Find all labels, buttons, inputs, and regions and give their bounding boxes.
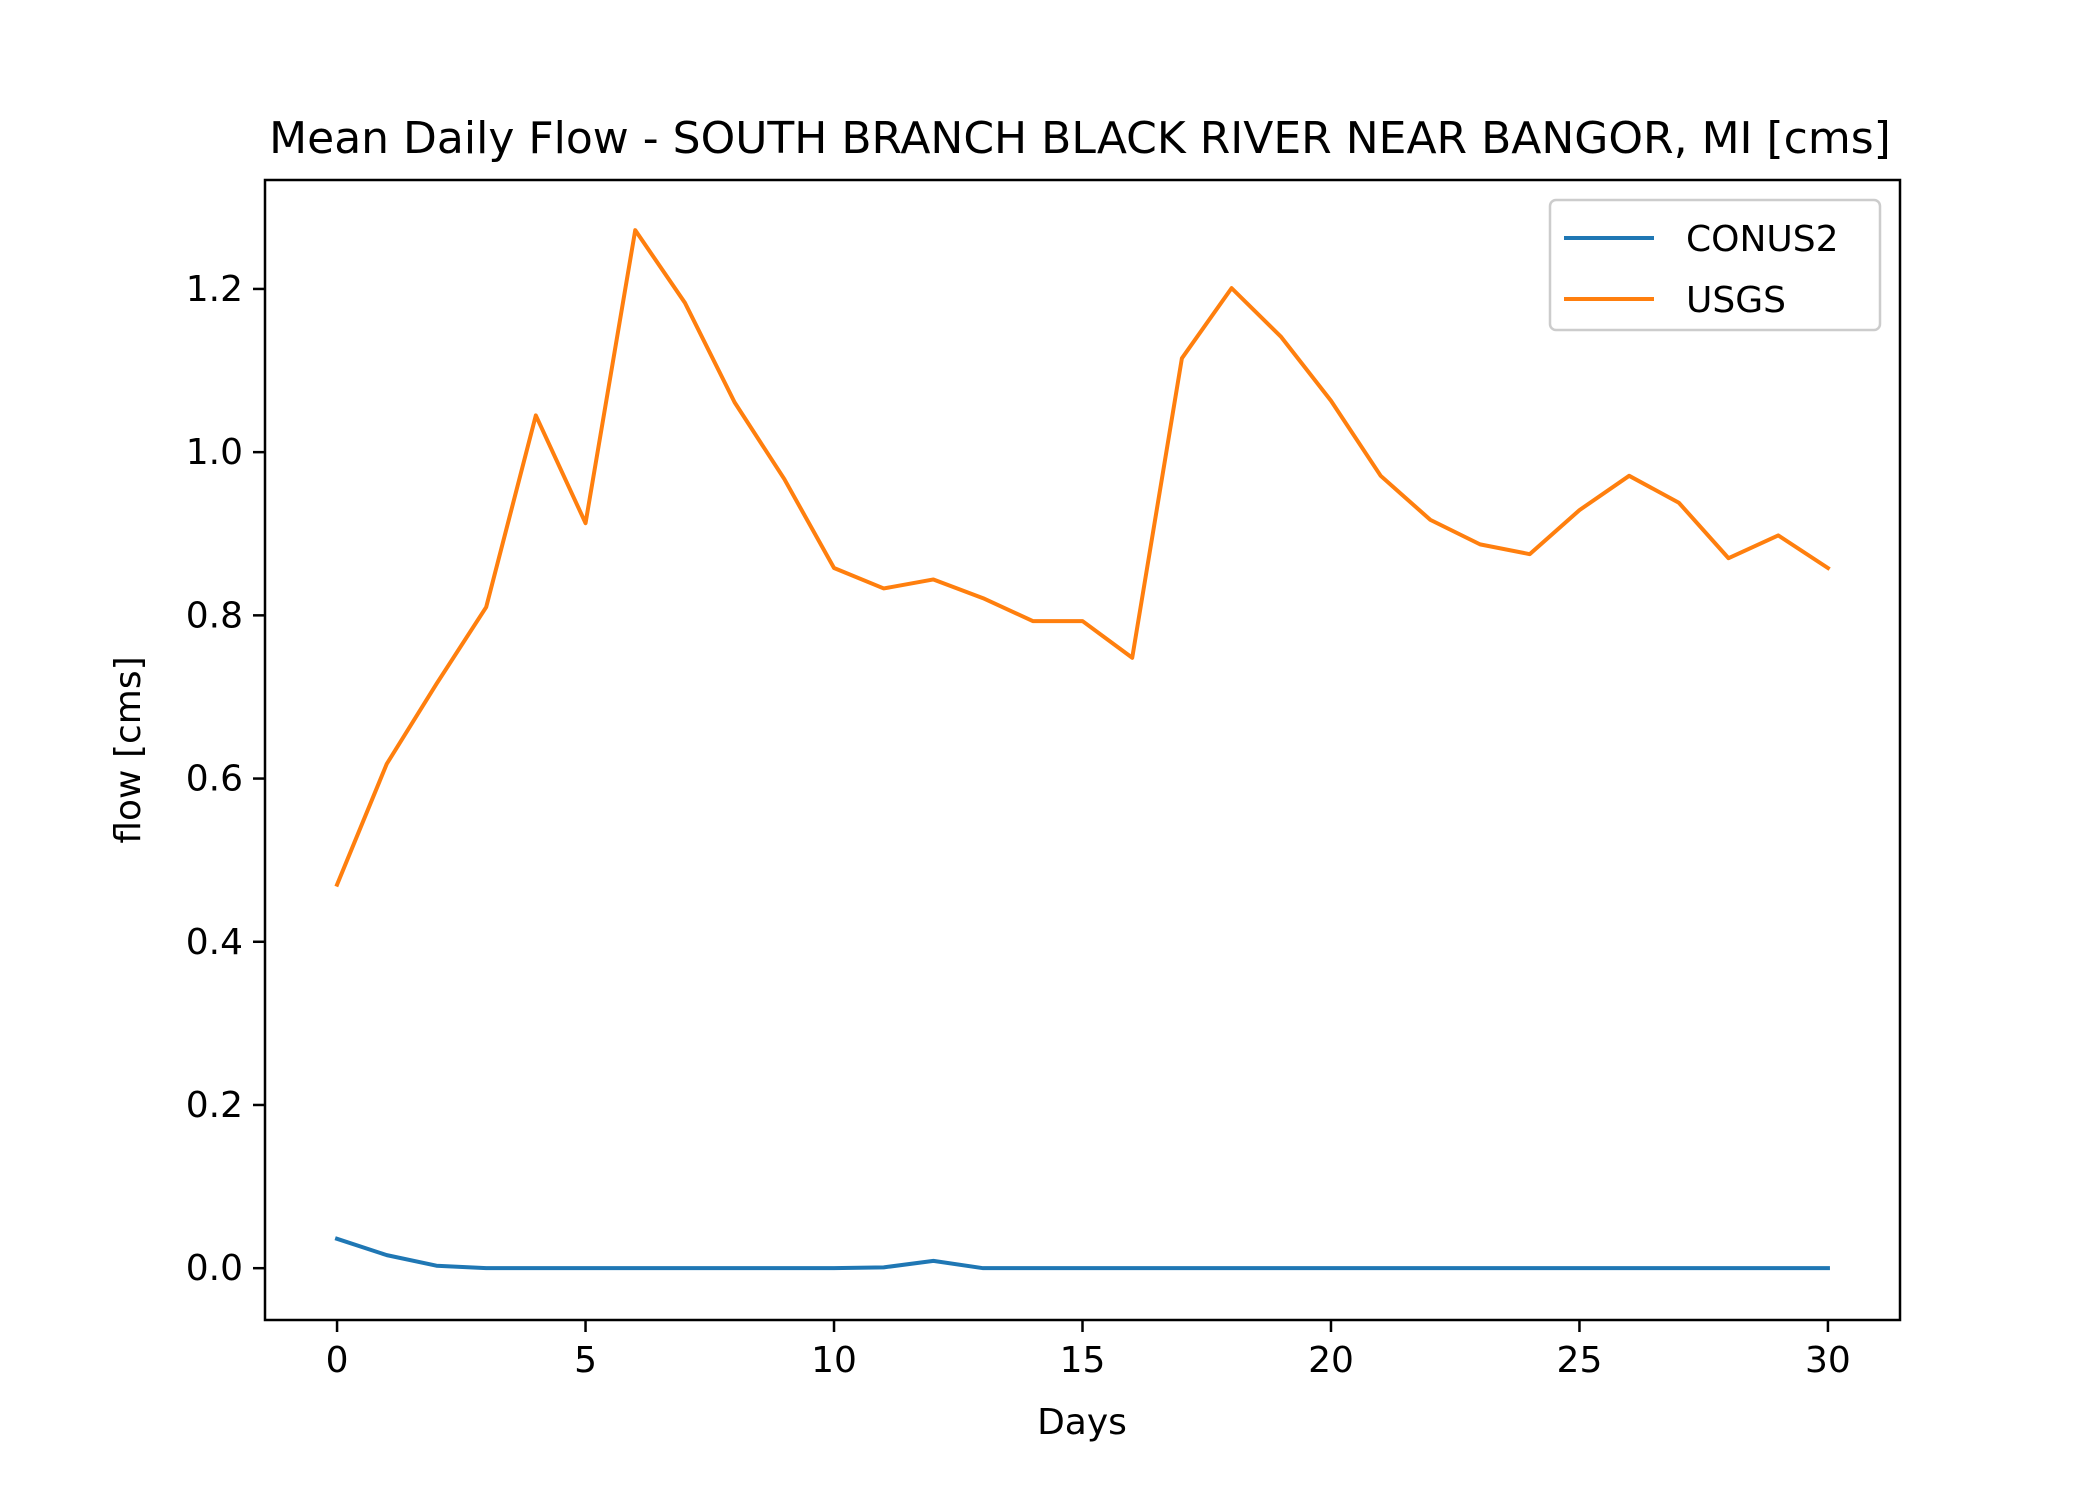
legend-label-usgs: USGS [1686,280,1786,321]
y-tick-label: 0.6 [186,759,243,800]
x-tick-label: 10 [811,1340,857,1381]
plot-layer [334,228,1831,1271]
chart-title: Mean Daily Flow - SOUTH BRANCH BLACK RIV… [269,113,1891,164]
y-axis-label: flow [cms] [108,656,149,843]
series-line-usgs [334,228,1831,888]
x-tick-label: 30 [1805,1340,1851,1381]
series-line-conus2 [334,1236,1830,1271]
x-tick-label: 25 [1557,1340,1603,1381]
x-axis-label: Days [1037,1402,1127,1443]
y-tick-label: 0.4 [186,922,243,963]
y-tick-label: 1.2 [186,269,243,310]
y-tick-label: 0.2 [186,1085,243,1126]
y-tick-label: 0.8 [186,595,243,636]
x-tick-label: 5 [574,1340,597,1381]
x-axis: 0 5 10 15 20 25 30 [326,1320,1851,1381]
x-tick-label: 15 [1060,1340,1106,1381]
x-tick-label: 20 [1308,1340,1354,1381]
legend: CONUS2 USGS [1548,198,1882,332]
y-tick-label: 0.0 [186,1248,243,1289]
y-axis: 0.0 0.2 0.4 0.6 0.8 1.0 1.2 [186,269,265,1289]
legend-label-conus2: CONUS2 [1686,219,1839,260]
x-tick-label: 0 [326,1340,349,1381]
y-tick-label: 1.0 [186,432,243,473]
